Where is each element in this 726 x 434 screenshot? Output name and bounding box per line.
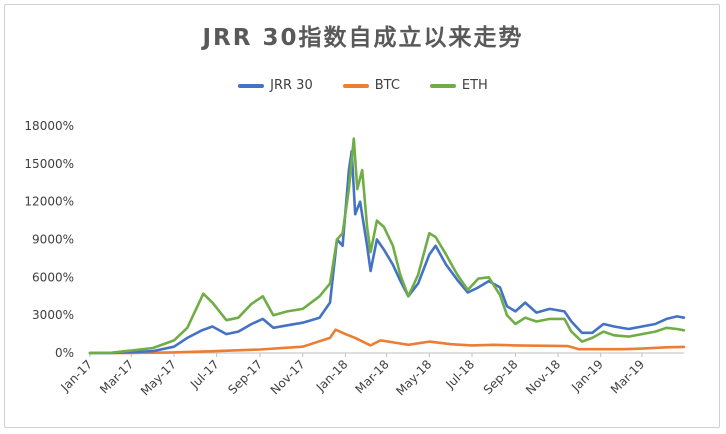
x-tick-label: May-18 xyxy=(393,357,434,398)
x-tick-label: Mar-19 xyxy=(608,357,647,396)
y-tick-label: 0% xyxy=(55,346,74,360)
legend-item-btc: BTC xyxy=(342,78,400,93)
legend-swatch-eth xyxy=(429,83,456,88)
x-tick-label: Mar-18 xyxy=(353,357,392,396)
chart-title: JRR 30指数自成立以来走势 xyxy=(202,25,524,51)
y-tick-label: 18000% xyxy=(24,119,74,133)
x-tick-label: Mar-17 xyxy=(97,357,136,396)
y-tick-label: 12000% xyxy=(24,195,74,209)
series-line-jrr30 xyxy=(88,149,686,355)
legend-swatch-jrr30 xyxy=(238,83,265,88)
y-tick-label: 15000% xyxy=(24,157,74,171)
y-tick-label: 6000% xyxy=(32,270,74,284)
chart-frame xyxy=(4,4,720,428)
x-tick-label: May-17 xyxy=(138,357,179,398)
x-tick-label: Jan-18 xyxy=(313,357,351,395)
x-tick-label: Jan-17 xyxy=(58,357,96,395)
x-tick-label: Jul-17 xyxy=(187,357,222,392)
x-tick-label: Sep-18 xyxy=(481,357,521,397)
legend-label-btc: BTC xyxy=(374,78,400,93)
chart-legend: JRR 30 BTC ETH xyxy=(0,78,726,93)
legend-item-eth: ETH xyxy=(429,78,488,93)
y-tick-label: 9000% xyxy=(32,233,74,247)
legend-item-jrr30: JRR 30 xyxy=(238,78,313,93)
x-tick-label: Nov-17 xyxy=(268,357,308,397)
legend-swatch-btc xyxy=(342,83,369,88)
series-line-eth xyxy=(88,137,686,355)
x-tick-label: Jul-18 xyxy=(442,357,477,392)
x-tick-label: Jan-19 xyxy=(568,357,606,395)
legend-label-eth: ETH xyxy=(461,78,488,93)
y-tick-label: 3000% xyxy=(32,308,74,322)
x-tick-label: Nov-18 xyxy=(523,357,563,397)
x-tick-label: Sep-17 xyxy=(225,357,265,397)
legend-label-jrr30: JRR 30 xyxy=(270,78,313,93)
series-line-btc xyxy=(88,328,686,355)
